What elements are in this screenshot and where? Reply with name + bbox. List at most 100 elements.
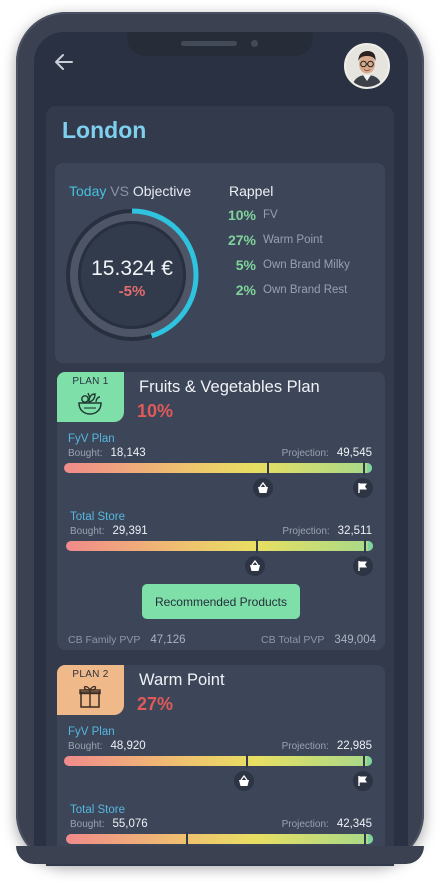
plan-percentage: 27%	[137, 694, 174, 714]
projection-label: Projection:	[281, 819, 329, 830]
bar-end	[368, 541, 373, 551]
projection-value: 49,545	[336, 447, 372, 459]
flag-pin[interactable]	[353, 478, 373, 498]
target-marker	[363, 754, 365, 768]
progress-bar	[66, 539, 373, 553]
speaker	[181, 41, 237, 46]
plan-tag: PLAN 2	[57, 665, 124, 715]
metric-title: Total Store	[70, 804, 125, 816]
recommended-products-button[interactable]: Recommended Products	[142, 584, 300, 619]
today-label: Today	[69, 183, 107, 199]
basket-pin[interactable]	[245, 556, 265, 576]
bought-marker	[256, 539, 259, 553]
today-value: 15.324 €	[91, 257, 173, 280]
bar-end	[367, 463, 372, 473]
bought-value: 55,076	[112, 818, 148, 830]
projection-label: Projection:	[281, 448, 329, 459]
bought-label: Bought:	[70, 526, 105, 537]
device-notch	[127, 32, 313, 56]
bought-line: Bought: 29,391	[70, 525, 148, 537]
metric-title: Total Store	[70, 511, 125, 523]
bought-marker	[245, 754, 248, 768]
projection-value: 32,511	[337, 525, 372, 537]
back-arrow-icon[interactable]	[54, 52, 74, 72]
bought-label: Bought:	[68, 741, 103, 752]
basket-icon	[250, 560, 260, 571]
objective-label: Objective	[132, 183, 192, 199]
vs-label: VS	[110, 183, 129, 199]
plan-tag: PLAN 1	[57, 372, 124, 422]
bought-value: 48,920	[110, 740, 146, 752]
objective-progress-ring	[65, 208, 199, 342]
user-avatar[interactable]	[344, 43, 390, 89]
salad-bowl-icon	[78, 392, 102, 415]
plan-card-1[interactable]: PLAN 1 Fruits & Vegetables Plan 10%	[57, 372, 385, 650]
basket-pin[interactable]	[234, 771, 254, 791]
bar-end	[368, 834, 373, 844]
phone-bottom-bezel	[16, 846, 424, 864]
progress-bar	[66, 832, 373, 846]
plan-tag-label: PLAN 1	[72, 376, 109, 387]
bought-line: Bought: 48,920	[68, 740, 146, 752]
cb-family-value: 47,126	[150, 634, 186, 646]
projection-line: Projection: 42,345	[282, 818, 372, 830]
gift-box-icon	[79, 685, 101, 708]
flag-icon	[358, 483, 367, 493]
cb-total-value: 349,004	[334, 634, 376, 646]
rappel-item: 10% FV	[200, 207, 380, 225]
rappel-label: FV	[263, 209, 278, 221]
basket-icon	[239, 775, 249, 786]
metric-title: FyV Plan	[68, 433, 115, 445]
flag-pin[interactable]	[353, 771, 373, 791]
bought-label: Bought:	[68, 448, 103, 459]
rappel-pct: 27%	[227, 232, 256, 248]
plan-percentage: 10%	[137, 401, 174, 421]
projection-label: Projection:	[282, 526, 330, 537]
target-marker	[364, 539, 366, 553]
progress-bar	[64, 754, 372, 768]
plan-name: Fruits & Vegetables Plan	[139, 378, 320, 396]
projection-line: Projection: 32,511	[282, 525, 372, 537]
cb-total-label: CB Total PVP	[261, 634, 325, 646]
bought-value: 18,143	[110, 447, 146, 459]
plan-tag-label: PLAN 2	[72, 669, 109, 680]
projection-value: 22,985	[336, 740, 372, 752]
projection-value: 42,345	[336, 818, 372, 830]
rappel-pct: 5%	[235, 257, 256, 273]
bought-marker	[267, 461, 270, 475]
target-marker	[364, 832, 366, 846]
bought-line: Bought: 18,143	[68, 447, 146, 459]
rappel-item: 5% Own Brand Milky	[200, 257, 380, 275]
rappel-pct: 10%	[227, 207, 256, 223]
rappel-title: Rappel	[229, 183, 274, 199]
today-delta: -5%	[118, 283, 146, 300]
city-title: London	[62, 117, 147, 143]
projection-label: Projection:	[281, 741, 329, 752]
flag-icon	[358, 776, 367, 786]
rappel-item: 2% Own Brand Rest	[200, 282, 380, 300]
projection-line: Projection: 49,545	[282, 447, 372, 459]
front-camera	[251, 40, 258, 47]
ring-progress	[65, 208, 199, 342]
today-vs-objective: Today VS Objective	[69, 183, 191, 199]
bought-line: Bought: 55,076	[70, 818, 148, 830]
flag-pin[interactable]	[353, 556, 373, 576]
ring-track	[70, 213, 194, 337]
bought-label: Bought:	[70, 819, 105, 830]
rappel-label: Own Brand Rest	[263, 284, 348, 296]
progress-bar	[64, 461, 372, 475]
bar-end	[367, 756, 372, 766]
bought-marker	[185, 832, 188, 846]
projection-line: Projection: 22,985	[282, 740, 372, 752]
cb-total-pvp: CB Total PVP 349,004	[261, 634, 376, 646]
target-marker	[363, 461, 365, 475]
cb-family-pvp: CB Family PVP 47,126	[68, 634, 186, 646]
cb-family-label: CB Family PVP	[68, 634, 141, 646]
basket-icon	[258, 482, 268, 493]
rappel-pct: 2%	[235, 282, 256, 298]
rappel-label: Warm Point	[263, 234, 323, 246]
basket-pin[interactable]	[253, 478, 273, 498]
rappel-item: 27% Warm Point	[200, 232, 380, 250]
flag-icon	[358, 561, 367, 571]
bought-value: 29,391	[112, 525, 148, 537]
